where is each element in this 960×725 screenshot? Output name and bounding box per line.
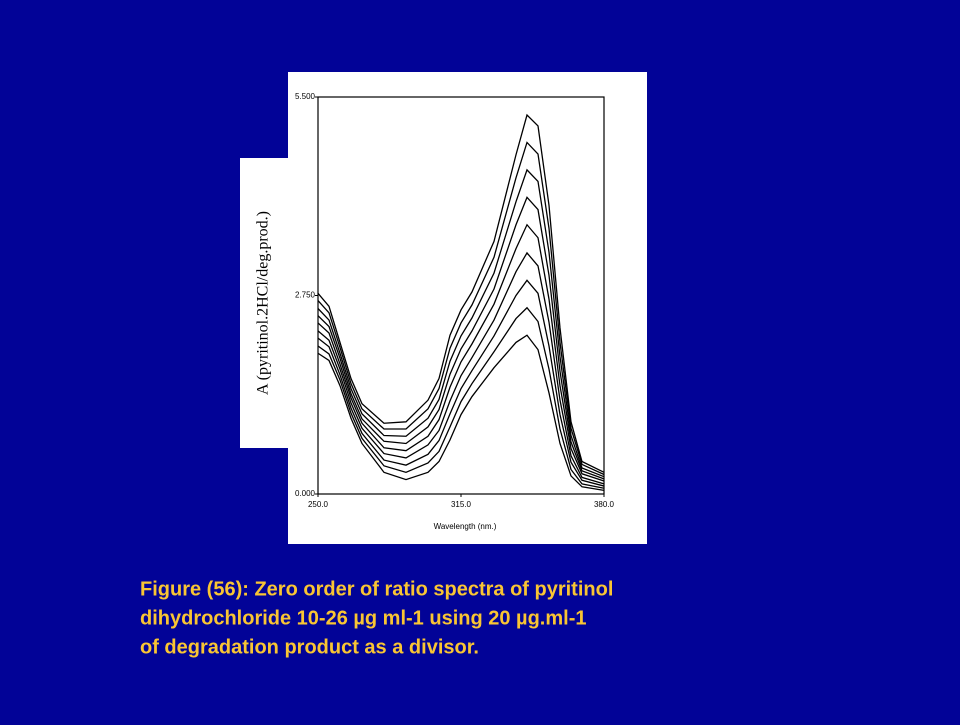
- spectrum-line: [317, 223, 605, 482]
- spectrum-line: [317, 168, 605, 478]
- caption-line: dihydrochloride 10-26 µg ml-1 using 20 µ…: [140, 607, 586, 629]
- caption-line: Figure (56): Zero order of ratio spectra…: [140, 578, 613, 600]
- spectrum-line: [317, 279, 605, 487]
- spectrum-line: [317, 113, 605, 473]
- caption-line: of degradation product as a divisor.: [140, 636, 479, 658]
- y-label-panel: [240, 158, 288, 448]
- spectrum-line: [317, 196, 605, 480]
- spectrum-line: [317, 306, 605, 489]
- spectrum-line: [317, 251, 605, 485]
- y-axis-label: A (pyritinol.2HCl/deg.prod.): [255, 211, 272, 395]
- caption: Figure (56): Zero order of ratio spectra…: [140, 578, 613, 658]
- x-tick-label: 315.0: [451, 500, 472, 509]
- spectrum-line: [317, 334, 605, 492]
- x-axis-label: Wavelength (nm.): [434, 522, 497, 531]
- spectrum-line: [317, 141, 605, 476]
- figure-panel: [288, 72, 647, 544]
- x-tick-label: 250.0: [308, 500, 329, 509]
- x-tick-label: 380.0: [594, 500, 615, 509]
- y-tick-label: 2.750: [295, 291, 316, 300]
- y-tick-label: 5.500: [295, 92, 316, 101]
- y-tick-label: 0.000: [295, 489, 316, 498]
